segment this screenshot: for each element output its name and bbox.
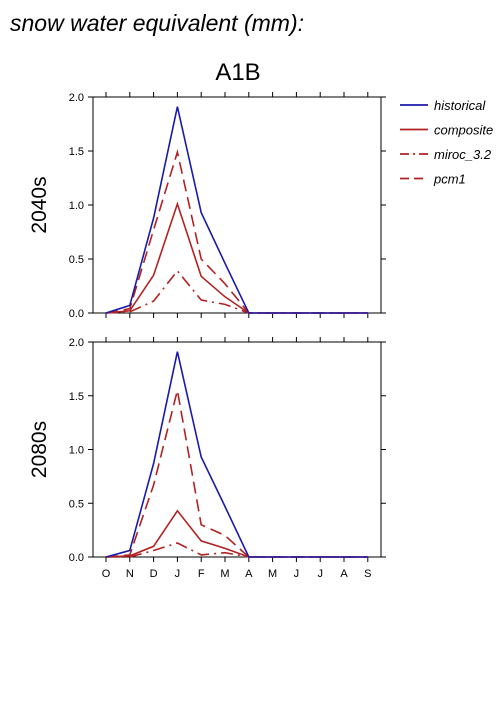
x-tick-label: N [126, 568, 134, 580]
legend-label: pcm1 [433, 172, 466, 187]
chart-panels: 0.0 0.5 1.0 1.5 2.0 2040s 0.0 0.5 1.0 1.5 2.0 O N D J F… [28, 92, 386, 580]
chart-title: A1B [215, 59, 260, 86]
x-tick-label: J [294, 568, 300, 580]
y-tick-label: 1.0 [69, 445, 84, 457]
x-tick-label: J [175, 568, 181, 580]
y-tick-label: 1.5 [69, 391, 84, 403]
legend-label: historical [434, 98, 486, 113]
series-line-historical [105, 106, 368, 314]
panel-ylabel: 2040s [28, 176, 51, 233]
legend-item: miroc_3.2 [400, 147, 492, 162]
y-tick-label: 1.5 [69, 146, 84, 158]
panel-1: 0.0 0.5 1.0 1.5 2.0 2040s [28, 92, 386, 320]
y-tick-label: 0.5 [69, 498, 84, 510]
panel-ylabel: 2080s [28, 421, 51, 478]
series-line-miroc-3-2 [105, 269, 368, 314]
series-line-historical [105, 351, 368, 558]
y-tick-label: 1.0 [69, 200, 84, 212]
y-tick-label: 2.0 [69, 337, 84, 349]
chart-legend: historical composite miroc_3.2 pcm1 [400, 98, 493, 187]
panel-2: 0.0 0.5 1.0 1.5 2.0 O N D J F M A M J J A S 2080s [28, 337, 386, 580]
y-tick-label: 0.0 [69, 552, 84, 564]
legend-item: composite [400, 123, 493, 138]
x-tick-label: D [150, 568, 158, 580]
y-tick-label: 0.0 [69, 308, 84, 320]
legend-label: miroc_3.2 [434, 147, 492, 162]
legend-item: pcm1 [400, 172, 466, 187]
legend-item: historical [400, 98, 486, 113]
y-tick-label: 0.5 [69, 254, 84, 266]
x-tick-label: A [340, 568, 348, 580]
x-tick-label: J [317, 568, 323, 580]
x-tick-label: O [102, 568, 111, 580]
page-title: snow water equivalent (mm): [10, 10, 304, 36]
legend-label: composite [434, 123, 493, 138]
x-tick-label: S [364, 568, 371, 580]
y-tick-label: 2.0 [69, 92, 84, 104]
series-line-pcm1 [105, 148, 368, 314]
series-line-composite [105, 509, 368, 558]
x-tick-label: M [220, 568, 229, 580]
x-tick-label: F [198, 568, 205, 580]
x-tick-label: M [268, 568, 277, 580]
x-tick-label: A [245, 568, 253, 580]
